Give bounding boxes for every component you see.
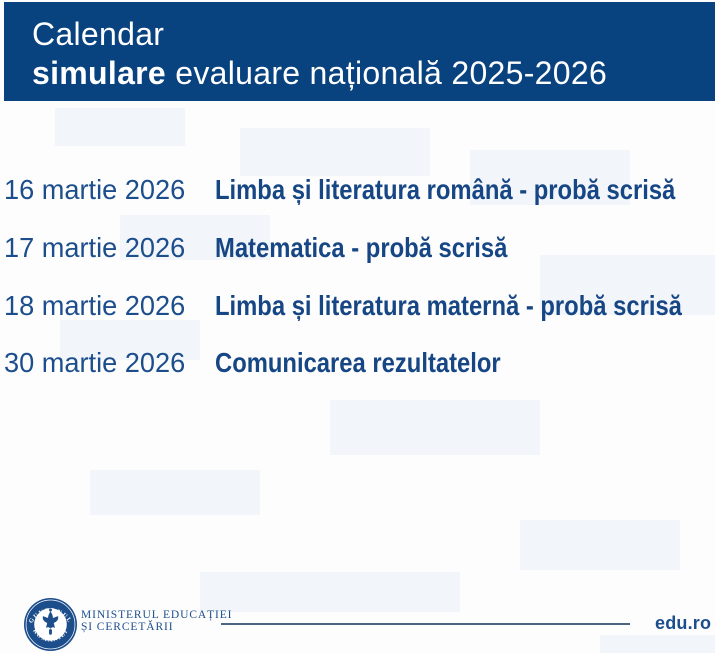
exam-date: 16 martie 2026 — [4, 174, 186, 205]
schedule-row: 18 martie 2026 Limba și literatura mater… — [0, 291, 715, 321]
ministry-name: MINISTERUL EDUCAȚIEI ȘI CERCETĂRII — [81, 609, 233, 633]
edu-ro-label: edu.ro — [655, 613, 712, 633]
government-seal-icon: GUVERNUL ROMÂNIEI — [24, 598, 77, 651]
title-line-1: Calendar — [32, 16, 165, 52]
background-patch — [600, 635, 715, 653]
background-patch — [55, 108, 185, 146]
footer-divider-line — [221, 623, 630, 625]
exam-date: 17 martie 2026 — [4, 232, 186, 263]
title-rest: evaluare națională 2025-2026 — [166, 55, 608, 91]
background-patch — [240, 128, 430, 176]
title-line-2: simulare evaluare națională 2025-2026 — [32, 54, 715, 93]
ministry-line-1: MINISTERUL EDUCAȚIEI — [81, 609, 233, 621]
schedule-row: 16 martie 2026 Limba și literatura român… — [0, 175, 715, 205]
exam-label: Limba și literatura română - probă scris… — [215, 174, 676, 205]
background-patch — [200, 572, 460, 612]
exam-label: Comunicarea rezultatelor — [215, 347, 501, 378]
exam-date: 30 martie 2026 — [4, 347, 186, 378]
background-patch — [520, 520, 680, 570]
background-patch — [330, 400, 540, 455]
exam-date: 18 martie 2026 — [4, 290, 186, 321]
title-emphasis: simulare — [32, 55, 167, 91]
coat-of-arms-eagle-icon — [42, 608, 59, 635]
background-patch — [90, 470, 260, 515]
schedule-row: 17 martie 2026 Matematica - probă scrisă — [0, 233, 715, 263]
exam-label: Limba și literatura maternă - probă scri… — [215, 290, 682, 321]
schedule-row: 30 martie 2026 Comunicarea rezultatelor — [0, 348, 715, 378]
header-banner: Calendar simulare evaluare națională 202… — [4, 2, 715, 101]
exam-label: Matematica - probă scrisă — [215, 232, 508, 263]
ministry-line-2: ȘI CERCETĂRII — [81, 620, 174, 633]
